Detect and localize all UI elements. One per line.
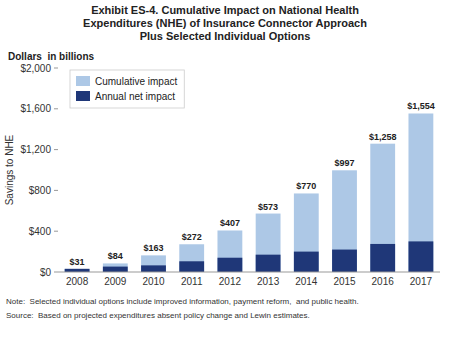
data-label: $31 xyxy=(70,257,85,267)
data-label: $1,258 xyxy=(369,132,397,142)
y-tick xyxy=(54,231,58,232)
bar xyxy=(217,258,242,272)
legend-swatch xyxy=(76,91,90,101)
y-tick-label: $1,600 xyxy=(20,103,51,114)
y-tick xyxy=(54,272,58,273)
y-tick-label: $0 xyxy=(40,267,52,278)
y-tick xyxy=(54,108,58,109)
x-axis-line xyxy=(58,272,440,273)
bar xyxy=(408,113,433,272)
bar xyxy=(141,265,166,272)
legend-frame xyxy=(70,70,184,108)
bar xyxy=(141,255,166,272)
bar xyxy=(179,261,204,272)
bar xyxy=(294,252,319,272)
data-label: $163 xyxy=(143,243,163,253)
x-tick-label: 2008 xyxy=(66,276,89,287)
x-tick-label: 2011 xyxy=(181,276,203,287)
bar xyxy=(256,255,281,272)
title-line: Plus Selected Individual Options xyxy=(140,30,311,42)
y-tick-label: $1,200 xyxy=(20,144,51,155)
title: Exhibit ES-4. Cumulative Impact on Natio… xyxy=(83,4,367,42)
bar xyxy=(370,144,395,272)
x-tick-label: 2012 xyxy=(219,276,242,287)
bars xyxy=(65,113,434,272)
legend-swatch xyxy=(76,76,90,86)
x-tick-label: 2010 xyxy=(142,276,165,287)
bar xyxy=(179,244,204,272)
data-label: $84 xyxy=(108,251,123,261)
bar xyxy=(332,170,357,272)
x-tick-label: 2016 xyxy=(372,276,395,287)
bar xyxy=(408,241,433,272)
x-tick-label: 2017 xyxy=(410,276,433,287)
data-label: $573 xyxy=(258,202,278,212)
y-tick xyxy=(54,190,58,191)
y-axis: $0 $400 $800 $1,200 $1,600 $2,000 xyxy=(20,63,58,278)
y-tick-label: $2,000 xyxy=(20,63,51,74)
data-label: $770 xyxy=(296,181,316,191)
y-tick xyxy=(54,149,58,150)
x-tick-label: 2013 xyxy=(257,276,280,287)
legend: Cumulative impact Annual net impact xyxy=(70,70,184,108)
bar xyxy=(294,193,319,272)
bar xyxy=(332,250,357,272)
data-label: $272 xyxy=(182,232,202,242)
bar xyxy=(217,230,242,272)
note: Note: Selected individual options includ… xyxy=(6,297,359,306)
data-label: $997 xyxy=(334,158,354,168)
y-axis-label: Savings to NHE xyxy=(4,134,15,205)
y-tick-label: $800 xyxy=(29,185,52,196)
x-tick-label: 2009 xyxy=(104,276,127,287)
bar xyxy=(370,244,395,272)
bar xyxy=(103,263,128,272)
bar xyxy=(256,214,281,272)
series xyxy=(65,241,434,272)
note: Source: Based on projected expenditures … xyxy=(6,311,310,320)
legend-label: Cumulative impact xyxy=(95,76,177,87)
x-tick-label: 2014 xyxy=(295,276,318,287)
data-label: $1,554 xyxy=(407,101,435,111)
subtitle: Dollars in billions xyxy=(8,51,95,62)
title-line: Expenditures (NHE) of Insurance Connecto… xyxy=(83,17,367,29)
y-tick-label: $400 xyxy=(29,226,52,237)
series xyxy=(65,113,434,272)
data-label: $407 xyxy=(220,218,240,228)
bar xyxy=(103,267,128,272)
x-tick-label: 2015 xyxy=(333,276,356,287)
title-line: Exhibit ES-4. Cumulative Impact on Natio… xyxy=(91,4,359,16)
legend-label: Annual net impact xyxy=(95,91,175,102)
chart: Exhibit ES-4. Cumulative Impact on Natio… xyxy=(0,0,450,338)
y-tick xyxy=(54,68,58,69)
data-labels: $31 $84 $163 $272 $407 $573 $770 $997 $1,258 $1,5… xyxy=(70,101,435,266)
